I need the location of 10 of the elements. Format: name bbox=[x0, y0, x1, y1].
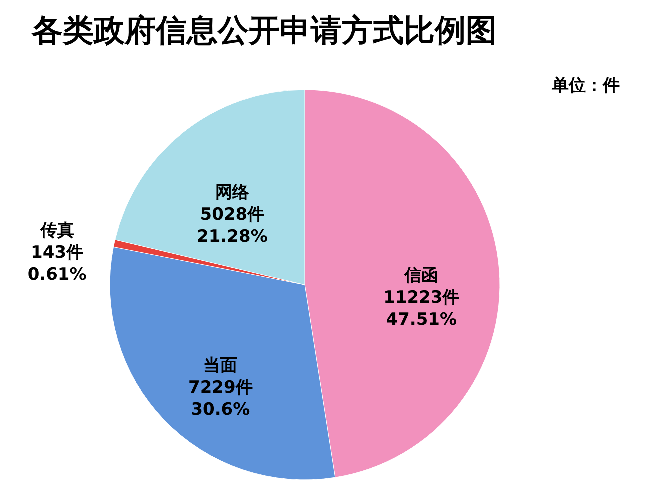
data-label: 7229件 30.6% bbox=[188, 378, 253, 420]
slice-label: 当面 bbox=[204, 356, 238, 376]
slice-label: 网络 bbox=[215, 183, 250, 204]
data-label: 143件 0.61% bbox=[28, 243, 87, 286]
slice-label: 信函 bbox=[404, 266, 439, 286]
text: 单位：件 bbox=[551, 76, 620, 96]
data-label: 11223件 47.51% bbox=[384, 288, 460, 330]
chart-title: 各类政府信息公开申请方式比例图 bbox=[31, 13, 497, 49]
data-label: 5028件 21.28% bbox=[197, 205, 268, 248]
slice-label: 传真 bbox=[39, 221, 74, 242]
